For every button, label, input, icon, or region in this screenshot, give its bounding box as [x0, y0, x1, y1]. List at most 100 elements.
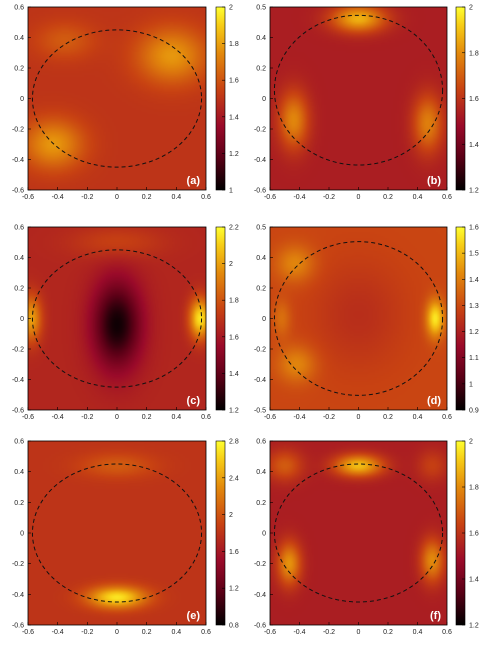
x-tick-label: 0.4	[413, 194, 423, 201]
x-tick-label: 0.6	[201, 194, 211, 201]
colorbar-tick-label: 1.2	[469, 188, 479, 195]
x-tick-label: -0.4	[52, 194, 64, 201]
colorbar-tick-label: 1.8	[229, 298, 239, 305]
x-tick-label: -0.2	[323, 414, 335, 421]
x-tick-label: 0.2	[383, 194, 393, 201]
panel-f: -0.6 -0.4 -0.2 0 0.2 0.4 0.6 0.6 0.4 0.2 0 -0.2 -0.4…	[254, 439, 479, 637]
x-tick-label: 0.6	[201, 414, 211, 421]
y-tick-label: 0.2	[256, 500, 266, 507]
colorbar	[215, 226, 226, 411]
y-tick-label: -0.2	[12, 347, 24, 354]
y-tick-label: 0.5	[256, 5, 266, 12]
y-tick-label: -0.6	[254, 188, 266, 195]
panel-b: -0.6 -0.4 -0.2 0 0.2 0.4 0.6 0.5 0.4 0.2 0 -0.2 -0.4…	[254, 5, 479, 202]
x-tick-label: 0.6	[442, 194, 452, 201]
x-tick-label: 0	[115, 194, 119, 201]
y-tick-label: 0.2	[14, 66, 24, 73]
colorbar-tick-label: 1.8	[229, 41, 239, 48]
colorbar-tick-label: 1.6	[229, 78, 239, 85]
colorbar-tick-label: 0.9	[469, 408, 479, 415]
colorbar-tick-label: 1.2	[469, 623, 479, 630]
x-tick-label: -0.6	[264, 194, 276, 201]
x-tick-label: -0.4	[52, 414, 64, 421]
y-tick-label: 0.2	[256, 286, 266, 293]
y-tick-label: -0.6	[254, 623, 266, 630]
colorbar-tick-label: 0.8	[229, 623, 239, 630]
colorbar-tick-label: 1.5	[469, 251, 479, 258]
colorbar	[215, 440, 226, 626]
colorbar-tick-label: 1.4	[469, 277, 479, 284]
x-tick-label: 0	[357, 629, 361, 636]
y-tick-label: 0.6	[256, 439, 266, 446]
colorbar-tick-label: 1.6	[229, 334, 239, 341]
x-tick-label: -0.4	[293, 414, 305, 421]
x-tick-label: -0.2	[81, 194, 93, 201]
x-tick-label: -0.2	[323, 194, 335, 201]
colorbar-tick-label: 1.6	[469, 225, 479, 232]
x-tick-label: 0.2	[142, 629, 152, 636]
y-tick-label: -0.2	[254, 561, 266, 568]
y-tick-label: 0.4	[256, 469, 266, 476]
x-tick-label: 0.6	[201, 629, 211, 636]
colorbar-tick-label: 2	[469, 5, 473, 12]
colorbar-tick-label: 1.6	[469, 96, 479, 103]
colorbar-tick-label: 1.8	[469, 50, 479, 57]
panel-label: (e)	[187, 610, 201, 622]
y-tick-label: -0.2	[254, 347, 266, 354]
panel-e: -0.6 -0.4 -0.2 0 0.2 0.4 0.6 0.6 0.4 0.2 0 -0.2 -0.4…	[12, 439, 239, 637]
y-tick-label: 0.4	[14, 255, 24, 262]
x-tick-label: 0.2	[383, 414, 393, 421]
colorbar-tick-label: 1	[469, 381, 473, 388]
colorbar-tick-label: 1.6	[229, 549, 239, 556]
y-tick-label: -0.6	[12, 623, 24, 630]
panel-c: -0.6 -0.4 -0.2 0 0.2 0.4 0.6 0.6 0.4 0.2 0 -0.2 -0.4…	[12, 225, 239, 422]
y-tick-label: 0	[262, 531, 266, 538]
boundary-ellipse	[31, 29, 203, 168]
x-tick-label: 0.2	[142, 194, 152, 201]
heatmap-image	[270, 227, 447, 410]
x-tick-label: -0.4	[293, 629, 305, 636]
x-tick-label: -0.2	[323, 629, 335, 636]
x-tick-label: 0	[357, 414, 361, 421]
x-tick-label: -0.6	[22, 629, 34, 636]
colorbar-tick-label: 2	[229, 5, 233, 12]
y-tick-label: 0.5	[256, 225, 266, 232]
y-tick-label: -0.4	[12, 377, 24, 384]
colorbar-tick-label: 2.4	[229, 475, 239, 482]
y-tick-label: 0	[20, 96, 24, 103]
colorbar-tick-label: 2	[229, 512, 233, 519]
x-tick-label: -0.2	[81, 414, 93, 421]
x-tick-label: 0	[115, 414, 119, 421]
y-tick-label: 0	[20, 531, 24, 538]
y-tick-label: 0.6	[14, 5, 24, 12]
y-tick-label: -0.4	[12, 592, 24, 599]
y-tick-label: -0.2	[254, 127, 266, 134]
x-tick-label: 0.4	[171, 414, 181, 421]
y-tick-label: -0.5	[254, 408, 266, 415]
colorbar	[455, 226, 466, 411]
y-tick-label: 0.4	[14, 469, 24, 476]
colorbar-tick-label: 1.2	[229, 586, 239, 593]
x-tick-label: 0.2	[383, 629, 393, 636]
boundary-ellipse	[273, 241, 444, 396]
colorbar-tick-label: 1.2	[469, 329, 479, 336]
y-tick-label: -0.6	[12, 408, 24, 415]
heatmap-image	[28, 441, 206, 625]
y-tick-label: 0.2	[14, 286, 24, 293]
x-tick-label: 0.4	[413, 414, 423, 421]
x-tick-label: 0	[115, 629, 119, 636]
panel-label: (a)	[187, 175, 201, 187]
x-tick-label: -0.6	[22, 194, 34, 201]
colorbar-tick-label: 1.8	[469, 485, 479, 492]
colorbar	[215, 6, 226, 191]
boundary-ellipse	[273, 463, 444, 603]
boundary-ellipse	[31, 249, 203, 388]
panel-label: (f)	[430, 610, 441, 622]
y-tick-label: 0.2	[14, 500, 24, 507]
y-tick-label: -0.4	[254, 592, 266, 599]
panel-label: (d)	[427, 395, 441, 407]
y-tick-label: -0.4	[254, 377, 266, 384]
colorbar-tick-label: 1.6	[469, 531, 479, 538]
colorbar-tick-label: 1.4	[229, 371, 239, 378]
